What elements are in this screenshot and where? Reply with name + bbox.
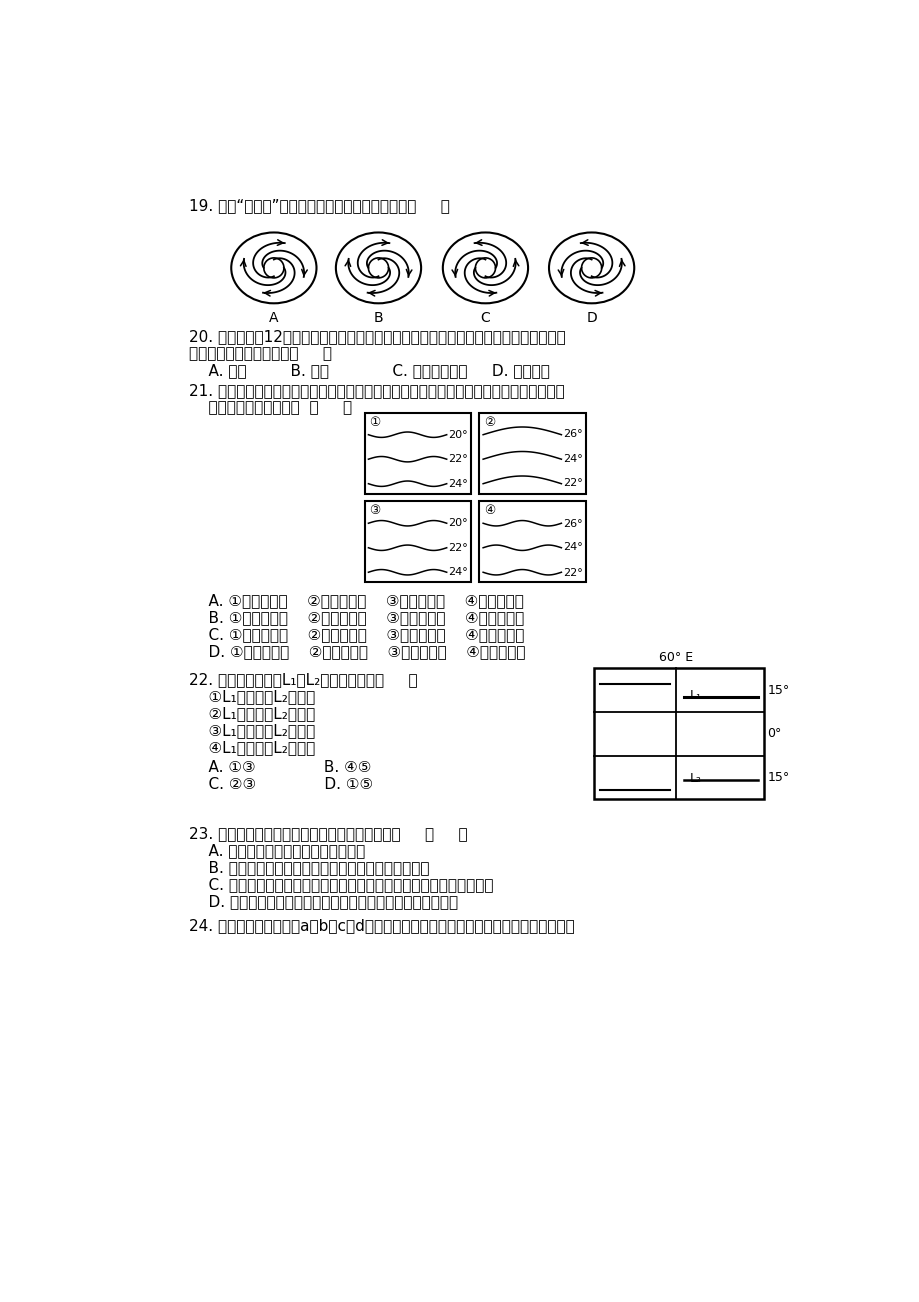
Bar bbox=[364, 501, 471, 582]
Text: 24°: 24° bbox=[562, 453, 582, 464]
Text: 24°: 24° bbox=[448, 566, 468, 577]
Text: ③L₁向东流，L₂向西流: ③L₁向东流，L₂向西流 bbox=[188, 723, 314, 738]
Text: 15°: 15° bbox=[766, 771, 789, 784]
Text: 24°: 24° bbox=[448, 479, 468, 490]
Text: A. ①南半球暖流    ②北半球暖流    ③南半球寒流    ④北半球寒流: A. ①南半球暖流 ②北半球暖流 ③南半球寒流 ④北半球寒流 bbox=[188, 594, 523, 608]
Text: 60° E: 60° E bbox=[658, 651, 692, 664]
Text: 19. 台风“莫拉克”可以用下列的哪一种示意图表示（     ）: 19. 台风“莫拉克”可以用下列的哪一种示意图表示（ ） bbox=[188, 199, 449, 214]
Text: A: A bbox=[269, 311, 278, 326]
Text: ②L₁向西流，L₂向西流: ②L₁向西流，L₂向西流 bbox=[188, 706, 314, 721]
Text: D. 气压带、风带季节移动的原因在于太阳直射点的回归运动: D. 气压带、风带季节移动的原因在于太阳直射点的回归运动 bbox=[188, 894, 458, 909]
Text: C: C bbox=[480, 311, 490, 326]
Text: 21. 图是洋流流向某热带、副热带海区的海水等温线图，指出其中洋流判断正确且排列顺序: 21. 图是洋流流向某热带、副热带海区的海水等温线图，指出其中洋流判断正确且排列… bbox=[188, 383, 563, 398]
Text: D. ①北半球寒流    ②南半球暖流    ③南半球寒流    ④北半球暖流: D. ①北半球寒流 ②南半球暖流 ③南半球寒流 ④北半球暖流 bbox=[188, 644, 525, 659]
Text: C. ②③              D. ①⑤: C. ②③ D. ①⑤ bbox=[188, 777, 372, 792]
Text: A. 海噜         B. 地震             C. 泥石流、滑坡     D. 火山喷发: A. 海噜 B. 地震 C. 泥石流、滑坡 D. 火山喷发 bbox=[188, 363, 549, 379]
Text: ④L₁向西流，L₂向东流: ④L₁向西流，L₂向东流 bbox=[188, 740, 314, 755]
Text: 24°: 24° bbox=[562, 542, 582, 552]
Text: L₂: L₂ bbox=[689, 772, 701, 785]
Bar bbox=[479, 413, 585, 493]
Text: 还可能诱发下列哪些灾害（     ）: 还可能诱发下列哪些灾害（ ） bbox=[188, 346, 331, 362]
Text: 23. 关于气压带、风带季节移动的叙述，正确的是     （     ）: 23. 关于气压带、风带季节移动的叙述，正确的是 （ ） bbox=[188, 827, 467, 841]
Text: 26°: 26° bbox=[562, 430, 582, 439]
Bar bbox=[479, 501, 585, 582]
Text: 20°: 20° bbox=[448, 518, 468, 527]
Text: L₁: L₁ bbox=[689, 689, 701, 702]
Text: A. 气压带、风带夏季北移，冬季南移: A. 气压带、风带夏季北移，冬季南移 bbox=[188, 844, 365, 858]
Text: 20. 台风常伴有12级以上的强风，具有可怕的摇毁力，同时带来特大暴雨和风暴潮，因此: 20. 台风常伴有12级以上的强风，具有可怕的摇毁力，同时带来特大暴雨和风暴潮，… bbox=[188, 329, 565, 345]
Text: 22°: 22° bbox=[448, 543, 468, 553]
Text: 26°: 26° bbox=[562, 518, 582, 529]
Text: 0°: 0° bbox=[766, 728, 781, 741]
Text: ①L₁向东流，L₂向东流: ①L₁向东流，L₂向东流 bbox=[188, 689, 314, 704]
Text: 22. 读图，图中洋流L₁、L₂的流向可能是（     ）: 22. 读图，图中洋流L₁、L₂的流向可能是（ ） bbox=[188, 672, 417, 687]
Text: 24. 下图为锋面示意图，a、b、c、d四地大致位于北半球同一纬度，此时气温最低，气压: 24. 下图为锋面示意图，a、b、c、d四地大致位于北半球同一纬度，此时气温最低… bbox=[188, 918, 573, 934]
Text: C. 赤道低压带、信风带发生季节移动，而其他气压带与风带均不移动: C. 赤道低压带、信风带发生季节移动，而其他气压带与风带均不移动 bbox=[188, 878, 493, 892]
Text: ④: ④ bbox=[483, 504, 494, 517]
Text: 15°: 15° bbox=[766, 684, 789, 697]
Text: C. ①北半球暖流    ②南半球寒流    ③北半球寒流    ④南半球暖流: C. ①北半球暖流 ②南半球寒流 ③北半球寒流 ④南半球暖流 bbox=[188, 628, 524, 642]
Bar bbox=[364, 413, 471, 493]
Text: ③: ③ bbox=[369, 504, 380, 517]
Text: ①: ① bbox=[369, 415, 380, 428]
Text: B. 就南半球而肃，气压带、风带夏季北移，冬季南移: B. 就南半球而肃，气压带、风带夏季北移，冬季南移 bbox=[188, 861, 428, 875]
Text: D: D bbox=[585, 311, 596, 326]
Text: 22°: 22° bbox=[562, 478, 582, 488]
Text: B. ①北半球寒流    ②南半球寒流    ③北半球暖流    ④南半球暖流: B. ①北半球寒流 ②南半球寒流 ③北半球暖流 ④南半球暖流 bbox=[188, 611, 523, 625]
Text: 20°: 20° bbox=[448, 430, 468, 440]
Bar bbox=[594, 668, 764, 799]
Text: B: B bbox=[373, 311, 383, 326]
Text: A. ①③              B. ④⑤: A. ①③ B. ④⑤ bbox=[188, 760, 370, 775]
Text: ②: ② bbox=[483, 415, 494, 428]
Text: 22°: 22° bbox=[562, 568, 582, 578]
Text: 与图中顺序相一致的是  （     ）: 与图中顺序相一致的是 （ ） bbox=[188, 400, 351, 415]
Text: 22°: 22° bbox=[448, 453, 468, 464]
